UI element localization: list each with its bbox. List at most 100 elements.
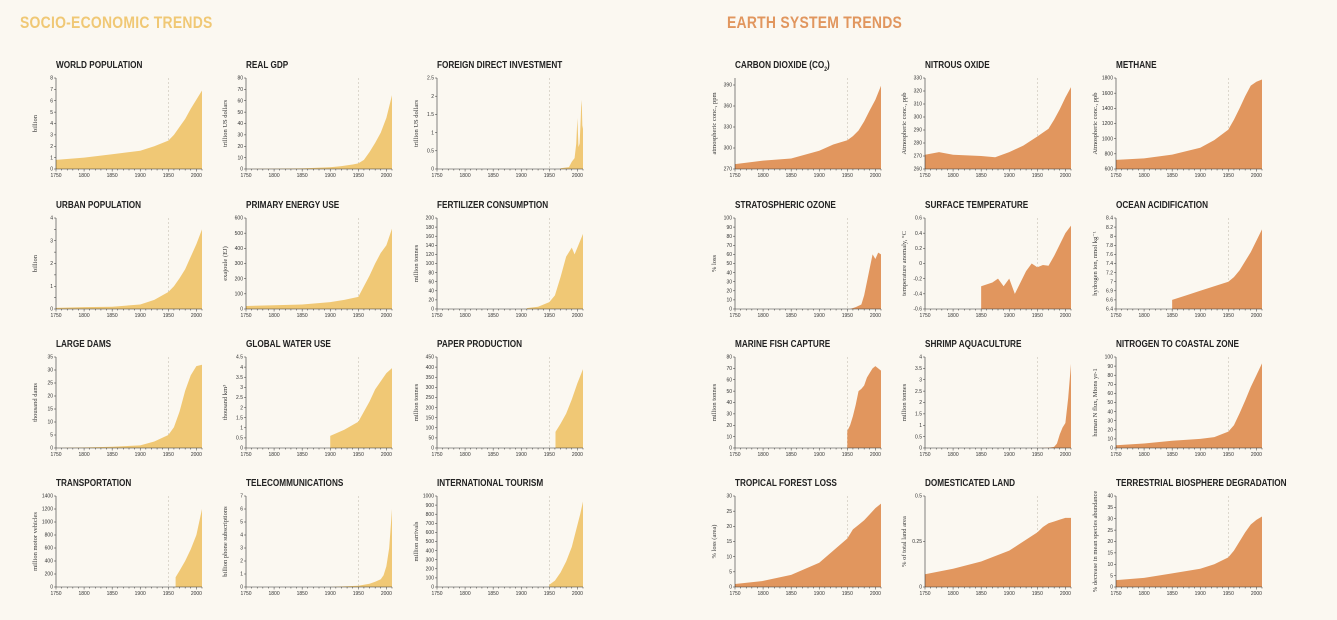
x-tick-label: 1750 — [1110, 591, 1121, 597]
y-tick-label: 360 — [724, 104, 733, 110]
y-tick-label: 0 — [431, 167, 434, 173]
area-series — [735, 503, 881, 587]
x-tick-label: 1950 — [163, 591, 174, 597]
chart-title-text: NITROGEN TO COASTAL ZONE — [1116, 339, 1240, 350]
y-tick-label: 200 — [235, 276, 244, 282]
y-axis-label: hydrogen ion, nmol kg⁻¹ — [1092, 231, 1099, 296]
x-tick-label: 1800 — [460, 173, 471, 179]
y-tick-label: 8 — [1110, 234, 1113, 240]
chart-global-water-use: GLOBAL WATER USE 0 0.5 1 1.5 2 2.5 3 3.5 4 4.5 1750… — [222, 339, 413, 471]
y-tick-label: 10 — [1107, 437, 1113, 443]
x-tick-label: 1900 — [325, 591, 336, 597]
y-tick-label: 0 — [240, 446, 243, 452]
x-tick-label: 1800 — [1139, 452, 1150, 458]
y-tick-label: 30 — [726, 494, 732, 500]
x-tick-label: 1950 — [842, 591, 853, 597]
y-axis-label: % decrease in mean species abundance — [1092, 491, 1099, 593]
y-tick-label: 0 — [431, 307, 434, 313]
x-tick-label: 2000 — [191, 173, 202, 179]
x-tick-label: 2000 — [1060, 591, 1071, 597]
y-tick-label: 5 — [50, 433, 53, 439]
y-tick-label: 0 — [1110, 446, 1113, 452]
chart-title-text: DOMESTICATED LAND — [925, 478, 1016, 489]
x-tick-label: 2000 — [1251, 452, 1262, 458]
y-tick-label: 600 — [1105, 167, 1114, 173]
x-tick-label: 1950 — [544, 591, 555, 597]
chart-methane: METHANE 600 800 1000 1200 1400 1600 1800 1750 180… — [1092, 60, 1283, 192]
x-tick-label: 1900 — [325, 452, 336, 458]
chart-title: MARINE FISH CAPTURE — [735, 339, 830, 350]
y-tick-label: 260 — [914, 167, 923, 173]
y-tick-label: 100 — [426, 576, 435, 582]
chart-title: WORLD POPULATION — [56, 60, 142, 71]
chart-terrestrial-biosphere-degradation: TERRESTRIAL BIOSPHERE DEGRADATION 0 5 10 15 2… — [1092, 478, 1287, 610]
x-tick-label: 1800 — [758, 452, 769, 458]
y-tick-label: 2.5 — [427, 76, 434, 82]
x-tick-label: 1850 — [488, 591, 499, 597]
y-tick-label: 25 — [47, 381, 53, 387]
y-tick-label: 25 — [726, 509, 732, 515]
y-tick-label: 0 — [729, 585, 732, 591]
chart-title-text: STRATOSPHERIC OZONE — [735, 200, 836, 211]
chart-plot: 0 1 2 3 4 1750 1800 1850 1900 1950 2000 billion — [32, 216, 203, 319]
chart-title-text: INTERNATIONAL TOURISM — [437, 478, 544, 489]
x-tick-label: 1950 — [163, 173, 174, 179]
y-tick-label: 3.5 — [915, 366, 922, 372]
y-tick-label: 1 — [240, 572, 243, 578]
y-tick-label: 0 — [50, 307, 53, 313]
chart-transportation: TRANSPORTATION 0 200 400 600 800 1000 1200 1400 1… — [32, 478, 223, 610]
chart-title: TRANSPORTATION — [56, 478, 131, 489]
y-tick-label: 2 — [50, 261, 53, 267]
chart-title: SURFACE TEMPERATURE — [925, 200, 1028, 211]
y-tick-label: 1 — [919, 423, 922, 429]
chart-title-text: OCEAN ACIDIFICATION — [1116, 200, 1209, 211]
y-tick-label: 200 — [426, 405, 435, 411]
y-tick-label: 35 — [47, 355, 53, 361]
y-tick-label: 70 — [726, 243, 732, 249]
y-tick-label: 100 — [1105, 355, 1114, 361]
y-tick-label: 20 — [47, 394, 53, 400]
y-tick-label: 20 — [1107, 428, 1113, 434]
chart-stratospheric-ozone: STRATOSPHERIC OZONE 0 10 20 30 40 50 60 70 80 90 10… — [711, 200, 902, 332]
chart-ocean-acidification: OCEAN ACIDIFICATION 6.4 6.6 6.9 7 7.2 7.4 7.6 7.… — [1092, 200, 1283, 332]
chart-plot: 0 0.25 0.5 1750 1800 1850 1900 1950 2000 % of tot… — [901, 494, 1072, 597]
y-tick-label: 0 — [431, 446, 434, 452]
x-tick-label: 1900 — [1004, 173, 1015, 179]
y-tick-label: 900 — [426, 503, 435, 509]
x-tick-label: 1800 — [948, 452, 959, 458]
x-tick-label: 2000 — [381, 313, 392, 319]
y-tick-label: 200 — [426, 216, 435, 222]
chart-urban-population: URBAN POPULATION 0 1 2 3 4 1750 1800 1850 1900 195… — [32, 200, 223, 332]
x-tick-label: 1750 — [50, 173, 61, 179]
y-tick-label: 600 — [45, 546, 54, 552]
x-tick-label: 1800 — [269, 313, 280, 319]
y-tick-label: 2.5 — [236, 395, 243, 401]
chart-plot: -0.6 -0.4 -0.2 0 0.2 0.4 0.6 1750 1800 1850 1900 19… — [901, 216, 1072, 319]
y-tick-label: 3 — [50, 238, 53, 244]
chart-plot: 6.4 6.6 6.9 7 7.2 7.4 7.6 7.8 8 8.2 8.4 1750 1800 185… — [1092, 216, 1263, 319]
x-tick-label: 1950 — [544, 452, 555, 458]
chart-plot: 0 100 200 300 400 500 600 700 800 900 1000 1750 1800… — [413, 494, 584, 597]
area-series — [56, 90, 202, 169]
y-tick-label: 1600 — [1102, 91, 1113, 97]
y-tick-label: -0.6 — [913, 307, 922, 313]
y-tick-label: 0 — [240, 307, 243, 313]
y-tick-label: 80 — [1107, 373, 1113, 379]
y-tick-label: 6.4 — [1106, 307, 1113, 313]
y-tick-label: 15 — [1107, 551, 1113, 557]
y-tick-label: 25 — [1107, 528, 1113, 534]
y-tick-label: 1800 — [1102, 76, 1113, 82]
y-tick-label: 160 — [426, 234, 435, 240]
y-tick-label: 10 — [237, 155, 243, 161]
x-tick-label: 1800 — [79, 313, 90, 319]
y-axis-label: % of total land area — [901, 516, 908, 567]
chart-marine-fish-capture: MARINE FISH CAPTURE 0 10 20 30 40 50 60 70 80 1750… — [711, 339, 902, 471]
y-tick-label: 800 — [45, 533, 54, 539]
chart-plot: 0 5 10 15 20 25 30 35 1750 1800 1850 1900 1950 2000 th… — [32, 355, 203, 458]
y-tick-label: 0 — [919, 261, 922, 267]
x-tick-label: 1900 — [1195, 173, 1206, 179]
x-tick-label: 2000 — [1060, 173, 1071, 179]
area-series — [549, 501, 583, 587]
y-tick-label: 3 — [240, 385, 243, 391]
y-tick-label: 30 — [237, 133, 243, 139]
